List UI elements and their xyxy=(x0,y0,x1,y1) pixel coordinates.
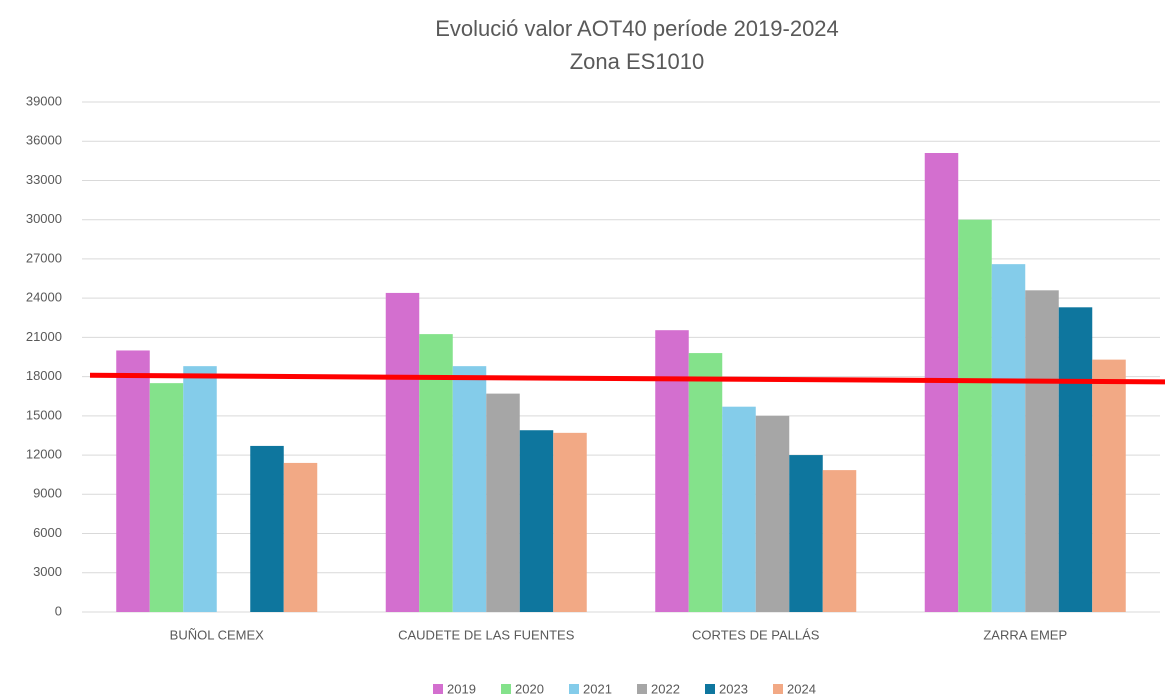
bar xyxy=(283,462,318,612)
y-tick-label: 12000 xyxy=(26,447,62,462)
y-tick-label: 0 xyxy=(55,603,62,618)
y-tick-label: 21000 xyxy=(26,329,62,344)
bar xyxy=(553,432,587,612)
bar xyxy=(1092,359,1126,612)
bar xyxy=(958,219,992,612)
y-tick-label: 15000 xyxy=(26,407,62,422)
legend-label: 2020 xyxy=(515,681,544,696)
bar xyxy=(250,445,284,612)
y-tick-label: 33000 xyxy=(26,172,62,187)
y-tick-label: 27000 xyxy=(26,250,62,265)
bar xyxy=(755,415,790,612)
bar xyxy=(519,430,554,612)
x-tick-label: CORTES DE PALLÁS xyxy=(692,627,820,642)
chart-subtitle: Zona ES1010 xyxy=(570,49,705,74)
bar xyxy=(385,292,420,612)
chart-title: Evolució valor AOT40 període 2019-2024 xyxy=(435,16,839,41)
legend-label: 2024 xyxy=(787,681,816,696)
bar xyxy=(149,383,184,612)
legend-swatch xyxy=(569,684,579,694)
y-tick-label: 24000 xyxy=(26,290,62,305)
legend-swatch xyxy=(705,684,715,694)
legend-swatch xyxy=(433,684,443,694)
bar xyxy=(991,264,1026,612)
legend-label: 2019 xyxy=(447,681,476,696)
y-tick-label: 3000 xyxy=(33,564,62,579)
x-tick-label: BUÑOL CEMEX xyxy=(170,627,264,642)
legend-swatch xyxy=(637,684,647,694)
bar xyxy=(688,353,723,612)
bar xyxy=(183,366,217,612)
legend-label: 2023 xyxy=(719,681,748,696)
legend-label: 2021 xyxy=(583,681,612,696)
bar xyxy=(486,393,520,612)
bar xyxy=(789,455,823,612)
y-tick-label: 30000 xyxy=(26,211,62,226)
legend-label: 2022 xyxy=(651,681,680,696)
bar xyxy=(655,330,689,612)
legend-swatch xyxy=(501,684,511,694)
y-tick-label: 9000 xyxy=(33,486,62,501)
legend-swatch xyxy=(773,684,783,694)
y-tick-label: 6000 xyxy=(33,525,62,540)
bar xyxy=(1058,307,1093,612)
y-tick-label: 39000 xyxy=(26,93,62,108)
bar xyxy=(419,334,453,612)
x-tick-label: CAUDETE DE LAS FUENTES xyxy=(398,627,575,642)
bar xyxy=(722,406,756,612)
y-tick-label: 36000 xyxy=(26,133,62,148)
bar xyxy=(116,350,150,612)
bar xyxy=(452,366,487,612)
bar xyxy=(822,470,857,612)
x-tick-label: ZARRA EMEP xyxy=(983,627,1067,642)
bar xyxy=(1025,290,1059,612)
reference-line xyxy=(89,372,1165,385)
y-tick-label: 18000 xyxy=(26,368,62,383)
